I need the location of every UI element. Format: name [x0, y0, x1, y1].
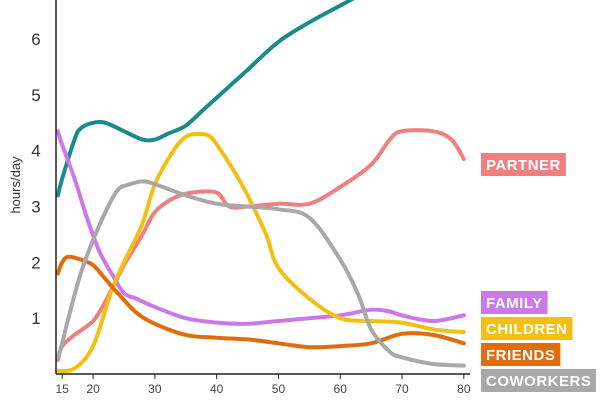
legend-item-family: FAMILY: [481, 291, 548, 314]
y-tick-label: 4: [31, 142, 40, 161]
series-1-line: [56, 0, 355, 198]
legend-label: FAMILY: [486, 295, 543, 312]
legend-label: COWORKERS: [486, 373, 591, 390]
legend-swatch: [481, 343, 561, 366]
axes: [55, 0, 470, 375]
legend-label: PARTNER: [486, 157, 561, 174]
x-tick-label: 60: [334, 382, 348, 396]
friends-line: [56, 254, 466, 350]
x-tick-label: 40: [210, 382, 224, 396]
y-tick-label: 1: [31, 309, 40, 328]
legend-swatch: [481, 153, 566, 176]
y-tick-label: 3: [31, 198, 40, 217]
legend-swatch: [481, 291, 548, 314]
series-lines: [56, 0, 466, 374]
legend: PARTNER FAMILY CHILDREN FRIENDS COWORKERS: [481, 153, 596, 392]
legend-swatch: [481, 317, 573, 340]
family-line: [56, 129, 466, 326]
legend-label: FRIENDS: [486, 347, 555, 364]
coworkers-line: [56, 179, 466, 368]
legend-swatch: [481, 369, 596, 392]
y-axis-label: hours/day: [8, 156, 23, 214]
legend-item-friends: FRIENDS: [481, 343, 561, 366]
x-tick-label: 20: [86, 382, 100, 396]
y-tick-label: 6: [31, 30, 40, 49]
children-line: [56, 131, 466, 374]
y-tick-label: 2: [31, 253, 40, 272]
partner-line: [56, 128, 466, 362]
legend-label: CHILDREN: [486, 321, 568, 338]
y-tick-labels: 1 2 3 4 5 6: [31, 30, 40, 328]
legend-item-children: CHILDREN: [481, 317, 573, 340]
legend-item-partner: PARTNER: [481, 153, 566, 176]
x-tick-label: 15: [55, 382, 69, 396]
x-tick-label: 70: [395, 382, 409, 396]
x-tick-label: 30: [148, 382, 162, 396]
y-tick-label: 5: [31, 86, 40, 105]
x-tick-label: 50: [272, 382, 286, 396]
legend-item-coworkers: COWORKERS: [481, 369, 596, 392]
x-tick-labels: 15 20 30 40 50 60 70 80: [55, 374, 471, 396]
x-tick-label: 80: [457, 382, 471, 396]
